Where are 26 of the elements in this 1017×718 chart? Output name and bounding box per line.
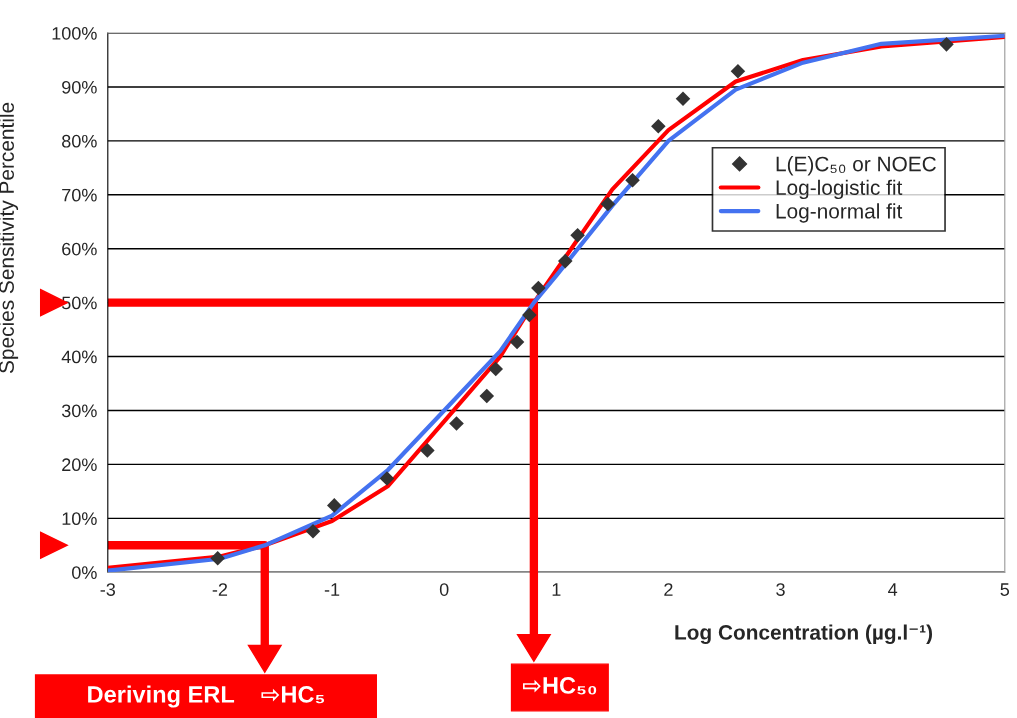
text: ⇨HC₅₀ [523,677,597,695]
y-tick-label: 60% [62,242,97,256]
x-axis-title: Log Concentration (µg.l⁻¹) [675,624,933,645]
x-tick-label: -3 [100,583,116,596]
x-tick-label: 0 [439,583,449,596]
text: Deriving ERL ⇨HC₅ [88,685,325,708]
legend-label: L(E)C₅₀ or NOEC [776,156,936,176]
x-tick-label: -2 [212,583,228,596]
y-tick-label: 100% [52,26,97,40]
x-tick-label: 5 [1000,583,1010,596]
y-tick-label: 10% [62,512,97,526]
x-tick-label: -1 [324,583,340,596]
x-tick-label: 4 [888,583,898,596]
y-tick-label: 20% [62,458,97,472]
y-tick-label: 50% [61,296,97,310]
y-tick-label: 80% [62,134,97,148]
legend-label: Log-logistic fit [776,179,903,200]
y-tick-label: 0% [71,566,97,579]
y-tick-label: 40% [61,350,97,364]
y-tick-label: 70% [62,188,97,202]
y-tick-label: 90% [62,80,97,94]
y-tick-label: 30% [61,404,97,418]
legend-label: Log-normal fit [776,203,903,223]
x-tick-label: 2 [664,583,673,596]
x-tick-label: 1 [552,583,561,596]
x-tick-label: 3 [776,583,785,596]
